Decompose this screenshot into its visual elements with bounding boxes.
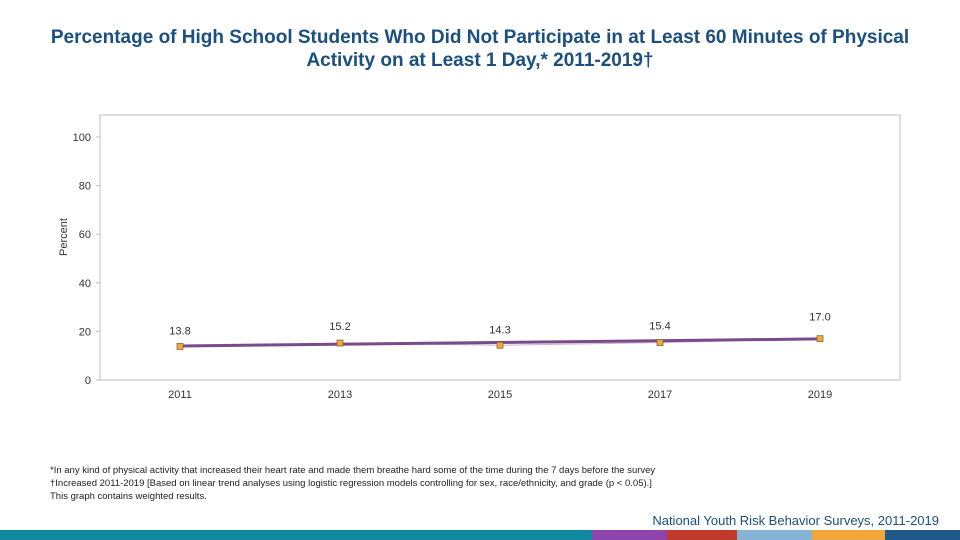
footer-color-segment xyxy=(0,530,300,540)
chart-title: Percentage of High School Students Who D… xyxy=(50,27,910,71)
footnotes: *In any kind of physical activity that i… xyxy=(50,464,655,503)
x-axis: 2011 2013 2015 2017 2019 xyxy=(168,389,832,401)
x-tick-label: 2011 xyxy=(168,389,192,401)
y-tick-label: 0 xyxy=(85,375,91,387)
footer-color-segment xyxy=(667,530,737,540)
footnote-3: This graph contains weighted results. xyxy=(50,491,207,502)
y-axis-label: Percent xyxy=(58,218,70,256)
source-label: National Youth Risk Behavior Surveys, 20… xyxy=(652,513,939,528)
data-label: 15.2 xyxy=(329,321,350,333)
y-tick-label: 20 xyxy=(79,326,91,338)
footer-color-segment xyxy=(592,530,667,540)
data-point xyxy=(816,335,824,343)
x-tick-label: 2019 xyxy=(808,389,832,401)
y-tick-label: 100 xyxy=(73,132,91,144)
data-point xyxy=(336,339,344,347)
footnote-2: †Increased 2011-2019 [Based on linear tr… xyxy=(50,478,652,489)
footer-color-bar xyxy=(0,530,960,540)
footer-color-segment xyxy=(812,530,885,540)
data-point xyxy=(496,341,504,349)
x-tick-label: 2013 xyxy=(328,389,352,401)
footer-color-segment xyxy=(885,530,960,540)
data-label: 14.3 xyxy=(489,324,510,336)
y-tick-label: 60 xyxy=(79,229,91,241)
footnote-1: *In any kind of physical activity that i… xyxy=(50,465,656,476)
footer-color-segment xyxy=(300,530,592,540)
series-group: 13.8 15.2 14.3 15.4 17.0 xyxy=(169,312,831,350)
data-label: 13.8 xyxy=(169,325,190,337)
y-tick-label: 40 xyxy=(79,278,91,290)
footer-color-segment xyxy=(737,530,812,540)
data-point xyxy=(656,339,664,346)
x-tick-label: 2017 xyxy=(648,389,672,401)
y-axis: 0 20 40 60 80 100 xyxy=(73,132,100,387)
data-label: 17.0 xyxy=(809,312,830,324)
data-point xyxy=(176,343,184,350)
data-label: 15.4 xyxy=(649,321,670,333)
x-tick-label: 2015 xyxy=(488,389,512,401)
plot-area xyxy=(99,114,901,381)
y-tick-label: 80 xyxy=(79,181,91,193)
